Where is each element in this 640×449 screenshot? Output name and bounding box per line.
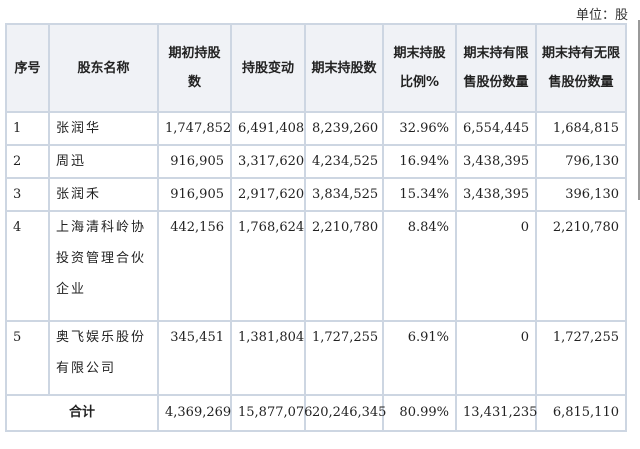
header-name: 股东名称 (48, 23, 159, 113)
header-end: 期末持股数 (304, 23, 384, 113)
header-no: 序号 (5, 23, 50, 113)
cell-restricted: 6,554,445 (455, 111, 537, 146)
total-row: 合计 4,369,269 15,877,076 20,246,345 80.99% 13,… (5, 394, 627, 432)
cell-end: 4,234,525 (304, 144, 384, 179)
header-ratio: 期末持股比例% (382, 23, 457, 113)
cell-end: 3,834,525 (304, 177, 384, 212)
header-row: 序号 股东名称 期初持股数 持股变动 期末持股数 期末持股比例% 期末持有限售股… (5, 23, 627, 113)
cell-unrestricted: 2,210,780 (535, 210, 627, 322)
cell-unrestricted: 396,130 (535, 177, 627, 212)
cell-name: 张润禾 (48, 177, 159, 212)
cell-change: 2,917,620 (230, 177, 306, 212)
cell-no: 4 (5, 210, 50, 322)
shareholder-table: 序号 股东名称 期初持股数 持股变动 期末持股数 期末持股比例% 期末持有限售股… (5, 23, 627, 432)
cell-end: 1,727,255 (304, 320, 384, 396)
cell-change: 1,381,804 (230, 320, 306, 396)
total-start: 4,369,269 (157, 394, 232, 432)
total-restricted: 13,431,235 (455, 394, 537, 432)
cell-ratio: 15.34% (382, 177, 457, 212)
cell-ratio: 32.96% (382, 111, 457, 146)
cell-start: 1,747,852 (157, 111, 232, 146)
cell-change: 1,768,624 (230, 210, 306, 322)
table-row: 3 张润禾 916,905 2,917,620 3,834,525 15.34% 3,438… (5, 177, 627, 212)
cell-no: 3 (5, 177, 50, 212)
cell-name: 上海清科岭协投资管理合伙企业 (48, 210, 159, 322)
cell-name: 奥飞娱乐股份有限公司 (48, 320, 159, 396)
total-change: 15,877,076 (230, 394, 312, 432)
cell-start: 345,451 (157, 320, 232, 396)
cell-no: 1 (5, 111, 50, 146)
cell-unrestricted: 1,684,815 (535, 111, 627, 146)
cell-restricted: 0 (455, 320, 537, 396)
cell-name: 周迅 (48, 144, 159, 179)
cell-restricted: 0 (455, 210, 537, 322)
header-start: 期初持股数 (157, 23, 232, 113)
header-restricted: 期末持有限售股份数量 (455, 23, 537, 113)
table-row: 4 上海清科岭协投资管理合伙企业 442,156 1,768,624 2,210,780… (5, 210, 627, 322)
cell-ratio: 8.84% (382, 210, 457, 322)
total-end: 20,246,345 (304, 394, 386, 432)
total-ratio: 80.99% (382, 394, 457, 432)
page-edge (638, 20, 640, 200)
cell-end: 2,210,780 (304, 210, 384, 322)
cell-start: 442,156 (157, 210, 232, 322)
cell-restricted: 3,438,395 (455, 144, 537, 179)
cell-restricted: 3,438,395 (455, 177, 537, 212)
cell-unrestricted: 796,130 (535, 144, 627, 179)
total-label: 合计 (5, 394, 159, 432)
table-row: 2 周迅 916,905 3,317,620 4,234,525 16.94% 3,438,… (5, 144, 627, 179)
cell-change: 3,317,620 (230, 144, 306, 179)
header-change: 持股变动 (230, 23, 306, 113)
cell-ratio: 16.94% (382, 144, 457, 179)
table-row: 5 奥飞娱乐股份有限公司 345,451 1,381,804 1,727,255 6.91… (5, 320, 627, 396)
header-unrestricted: 期末持有无限售股份数量 (535, 23, 627, 113)
unit-label: 单位：股 (575, 8, 628, 23)
cell-change: 6,491,408 (230, 111, 306, 146)
cell-no: 2 (5, 144, 50, 179)
cell-end: 8,239,260 (304, 111, 384, 146)
cell-name: 张润华 (48, 111, 159, 146)
cell-ratio: 6.91% (382, 320, 457, 396)
total-unrestricted: 6,815,110 (535, 394, 627, 432)
cell-no: 5 (5, 320, 50, 396)
cell-unrestricted: 1,727,255 (535, 320, 627, 396)
cell-start: 916,905 (157, 177, 232, 212)
cell-start: 916,905 (157, 144, 232, 179)
table-row: 1 张润华 1,747,852 6,491,408 8,239,260 32.96% 6,5… (5, 111, 627, 146)
